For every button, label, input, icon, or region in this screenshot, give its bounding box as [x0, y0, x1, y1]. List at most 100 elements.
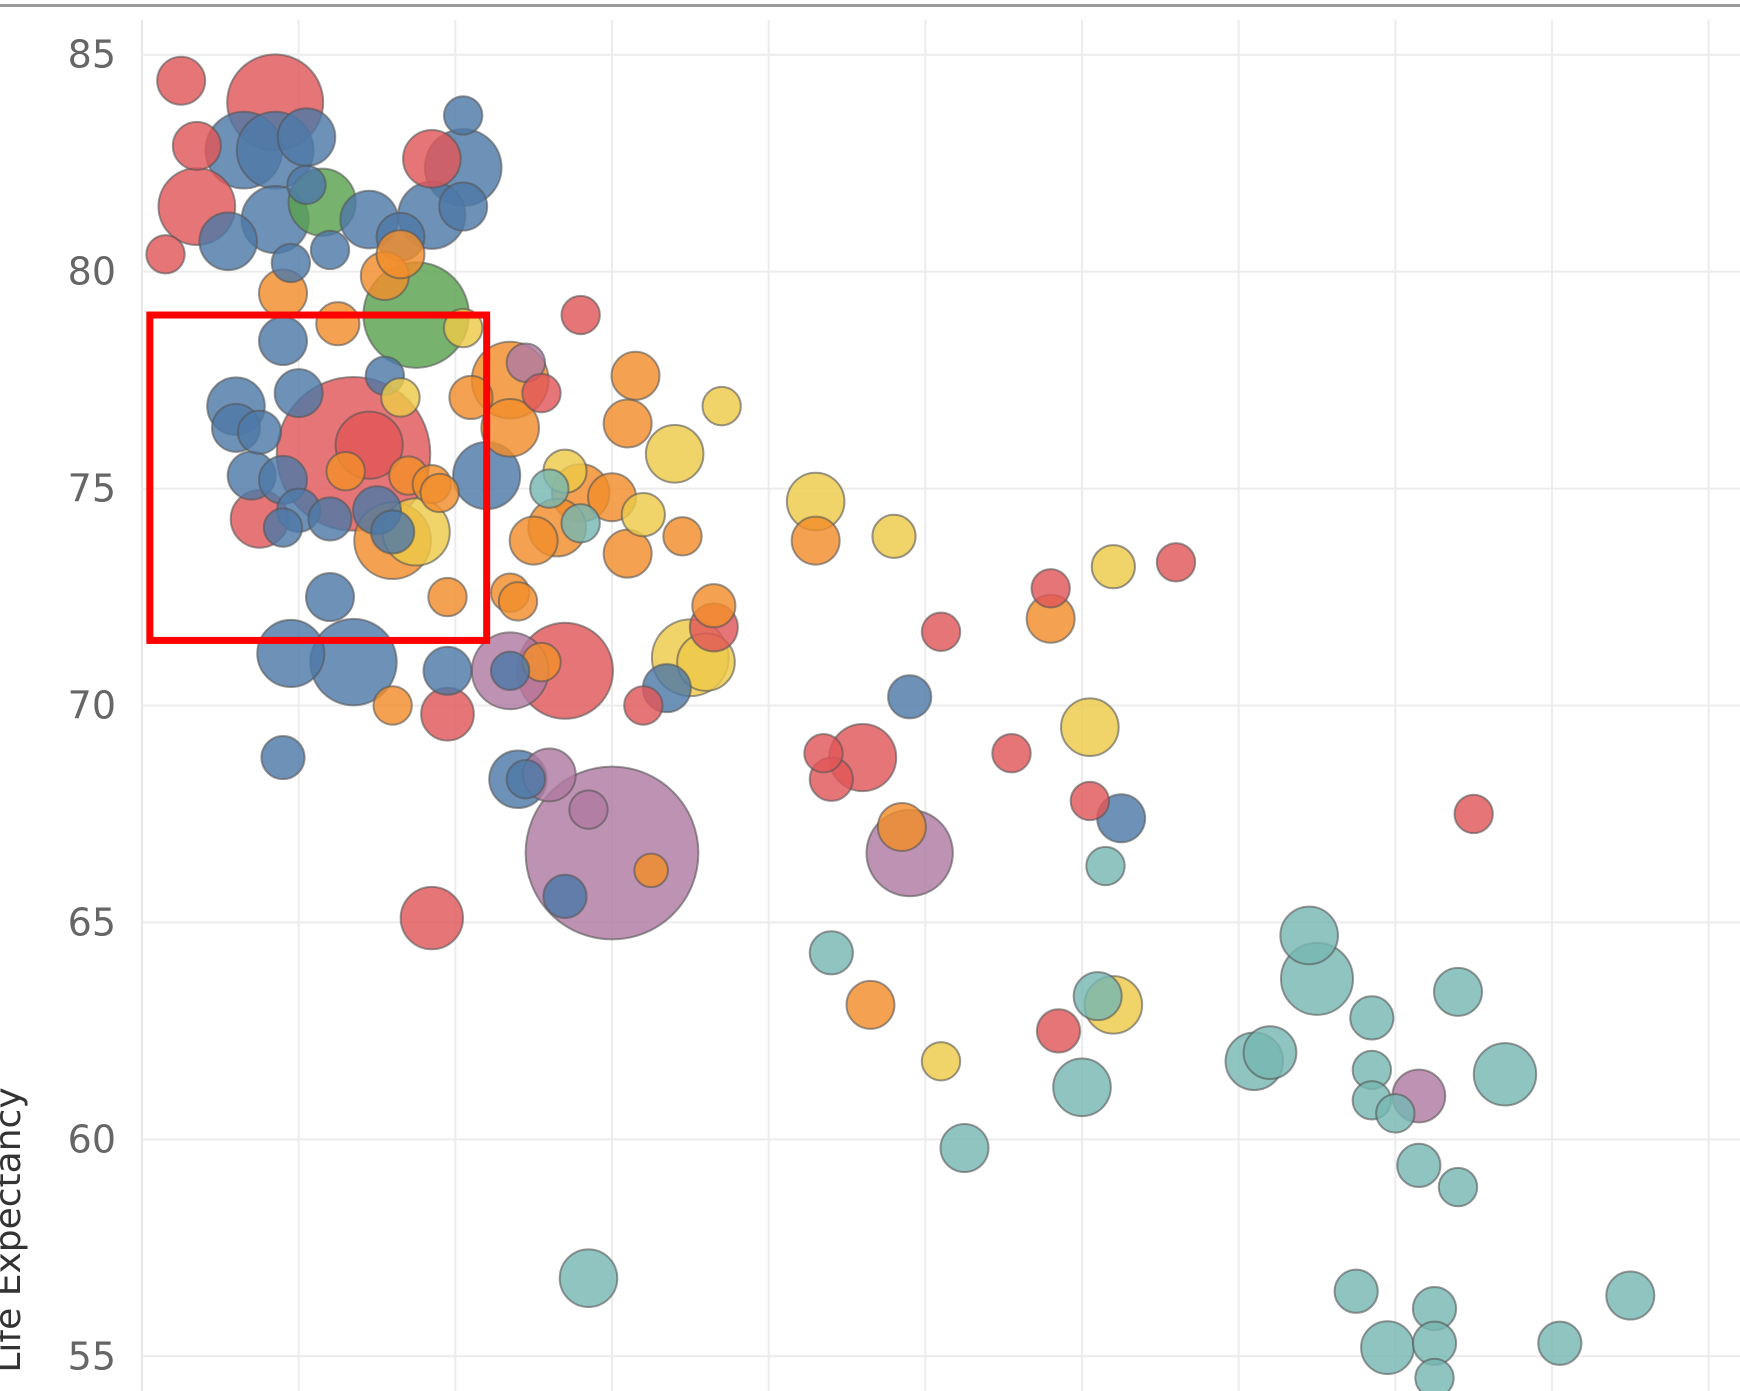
data-point [623, 685, 664, 726]
data-point [370, 509, 416, 555]
data-point [286, 164, 327, 206]
data-points [145, 53, 1656, 1391]
data-point [260, 734, 306, 781]
data-point [991, 733, 1032, 774]
highlight-box [146, 311, 491, 644]
data-point [1605, 1270, 1656, 1321]
data-point [560, 294, 601, 336]
data-point [489, 650, 531, 691]
data-point [402, 129, 462, 189]
data-point [920, 1041, 962, 1082]
data-point [920, 611, 962, 652]
data-point [442, 95, 484, 136]
y-axis-title: Life Expectancy [0, 1087, 29, 1372]
data-point [1060, 697, 1120, 757]
data-point [1155, 542, 1197, 583]
data-point [325, 451, 366, 492]
y-tick-label: 60 [68, 1117, 116, 1161]
data-point [620, 492, 666, 538]
data-point [438, 181, 489, 232]
data-point [845, 979, 896, 1030]
data-point [1085, 845, 1126, 887]
data-point [1052, 1057, 1112, 1118]
data-point [399, 885, 465, 951]
data-point [560, 503, 601, 544]
top-divider [0, 4, 1740, 7]
data-point [262, 507, 304, 548]
y-tick-label: 55 [68, 1334, 116, 1378]
data-point [602, 398, 653, 449]
data-point [1242, 1025, 1298, 1080]
data-point [876, 801, 927, 852]
data-point [276, 107, 337, 167]
data-point [1279, 905, 1339, 966]
data-point [610, 350, 661, 401]
data-point [508, 515, 559, 566]
data-point [1437, 1166, 1479, 1208]
data-point [236, 409, 283, 455]
y-axis-ticks: 85 80 75 70 65 60 55 [68, 33, 116, 1379]
data-point [542, 873, 588, 919]
data-point [427, 576, 468, 618]
data-point [662, 516, 703, 557]
y-tick-label: 80 [68, 250, 116, 294]
data-point [1537, 1320, 1583, 1366]
data-point [448, 374, 494, 421]
data-point [1072, 971, 1123, 1022]
data-point [701, 385, 742, 427]
data-point [529, 468, 570, 509]
data-point [145, 234, 186, 275]
data-point [691, 583, 737, 629]
data-point [372, 685, 413, 726]
data-point [939, 1123, 990, 1174]
data-point [1030, 568, 1071, 609]
data-point [380, 377, 421, 418]
data-point [156, 55, 207, 106]
data-point [644, 424, 705, 484]
data-point [1090, 544, 1136, 590]
data-point [790, 515, 841, 566]
data-point [307, 496, 353, 542]
data-point [198, 211, 258, 272]
data-point [497, 581, 539, 622]
data-point [633, 852, 669, 889]
data-point [887, 674, 933, 720]
data-point [1433, 966, 1483, 1017]
data-point [270, 242, 312, 284]
data-point [422, 645, 473, 696]
data-point [305, 572, 355, 623]
data-point [273, 368, 324, 419]
data-point [1396, 1142, 1442, 1188]
data-point [1333, 1268, 1379, 1314]
y-tick-label: 70 [68, 684, 116, 728]
data-point [375, 229, 426, 280]
y-tick-label: 85 [68, 33, 116, 77]
data-point [803, 733, 844, 774]
data-point [505, 759, 547, 800]
highlight-layer [146, 311, 491, 644]
data-point [1349, 995, 1395, 1041]
data-point [1360, 1320, 1415, 1376]
data-point [521, 372, 562, 414]
data-point [258, 316, 308, 367]
data-point [309, 229, 351, 271]
y-tick-label: 65 [68, 900, 116, 944]
data-point [315, 301, 361, 347]
data-point [568, 789, 609, 830]
data-point [256, 618, 326, 689]
data-point [1035, 1008, 1082, 1054]
data-point [1453, 793, 1494, 835]
y-tick-label: 75 [68, 467, 116, 511]
data-point [808, 930, 854, 976]
data-point [480, 398, 540, 458]
data-point [1375, 1093, 1416, 1134]
data-point [871, 513, 917, 559]
data-point [1414, 1357, 1455, 1391]
data-point [1472, 1042, 1538, 1107]
data-point [419, 472, 460, 514]
data-point [171, 120, 222, 171]
data-point [558, 1248, 619, 1308]
data-point [1069, 780, 1111, 822]
